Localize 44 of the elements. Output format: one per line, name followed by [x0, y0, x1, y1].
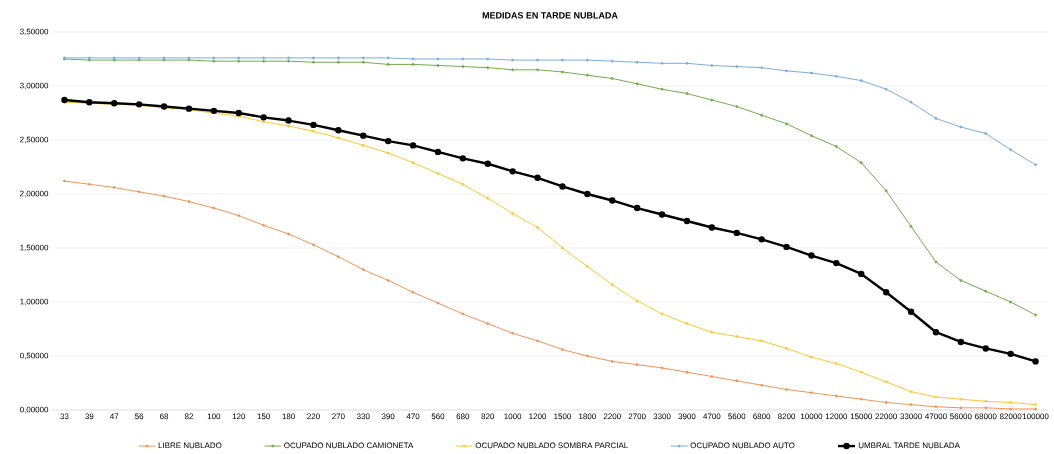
point: [335, 127, 342, 134]
point: [758, 236, 765, 243]
point: [559, 183, 566, 190]
point: [484, 160, 491, 167]
point: [932, 329, 940, 336]
point: [1009, 407, 1013, 411]
point: [959, 397, 963, 401]
point: [260, 114, 267, 121]
point: [808, 252, 815, 259]
point: [783, 243, 790, 251]
point: [509, 168, 516, 175]
point: [1032, 358, 1039, 365]
point: [683, 217, 691, 225]
point: [609, 197, 616, 204]
point: [833, 259, 840, 267]
point: [882, 289, 890, 296]
point: [957, 338, 965, 346]
point: [733, 229, 740, 237]
point: [62, 179, 66, 183]
point: [834, 394, 838, 398]
point: [584, 190, 591, 198]
point: [633, 204, 641, 212]
point: [959, 406, 963, 410]
point: [360, 132, 367, 139]
point: [708, 224, 716, 231]
point: [235, 109, 242, 117]
point: [658, 211, 666, 218]
point: [982, 345, 989, 352]
point: [210, 107, 218, 115]
point: [112, 186, 116, 190]
point: [61, 96, 68, 104]
point: [285, 117, 292, 124]
point: [534, 174, 541, 181]
point: [907, 308, 915, 315]
point: [310, 121, 317, 129]
point: [858, 270, 865, 278]
point: [1007, 350, 1014, 358]
point: [1009, 300, 1013, 304]
point: [162, 194, 166, 198]
point: [409, 142, 417, 149]
point: [459, 155, 467, 162]
chart-title: MEDIDAS EN TARDE NUBLADA: [482, 12, 618, 19]
point: [434, 148, 442, 156]
point: [384, 137, 392, 145]
